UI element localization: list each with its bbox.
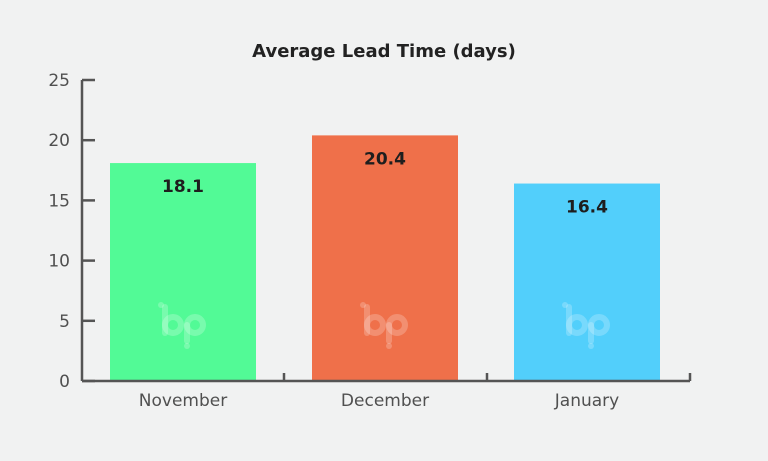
y-tick-label: 5 <box>59 312 70 332</box>
bp-logo-icon <box>562 302 610 349</box>
bar-november <box>110 163 256 381</box>
bp-logo-icon <box>158 302 206 349</box>
y-tick-label: 20 <box>48 131 70 151</box>
data-label-december: 20.4 <box>364 149 406 169</box>
bp-logo-b-bowl <box>162 314 184 336</box>
bp-logo-dot-bottom <box>386 343 392 349</box>
bp-logo-dot-top <box>360 302 366 308</box>
bp-logo-dot-bottom <box>588 343 594 349</box>
x-category-label-november: November <box>139 391 227 411</box>
y-tick-label: 0 <box>59 372 70 392</box>
x-category-label-december: December <box>341 391 429 411</box>
y-tick-label: 25 <box>48 71 70 91</box>
bp-logo-b-bowl <box>566 314 588 336</box>
bp-logo-icon <box>360 302 408 349</box>
bars: 18.1 20.4 16.4 <box>110 135 660 381</box>
bp-logo-p-bowl <box>184 314 206 336</box>
bp-logo-b-bowl <box>364 314 386 336</box>
x-axis: November December January <box>82 373 692 411</box>
bar-december <box>312 135 458 381</box>
bar-january <box>514 183 660 381</box>
bp-logo-dot-top <box>158 302 164 308</box>
data-label-january: 16.4 <box>566 198 608 218</box>
x-category-label-january: January <box>554 391 619 411</box>
bp-logo-dot-top <box>562 302 568 308</box>
y-axis: 0 5 10 15 20 25 <box>48 71 95 392</box>
y-tick-label: 15 <box>48 191 70 211</box>
y-tick-label: 10 <box>48 252 70 272</box>
chart-title: Average Lead Time (days) <box>252 41 516 62</box>
data-label-november: 18.1 <box>162 177 204 197</box>
bp-logo-dot-bottom <box>184 343 190 349</box>
bp-logo-p-bowl <box>386 314 408 336</box>
bp-logo-p-bowl <box>588 314 610 336</box>
